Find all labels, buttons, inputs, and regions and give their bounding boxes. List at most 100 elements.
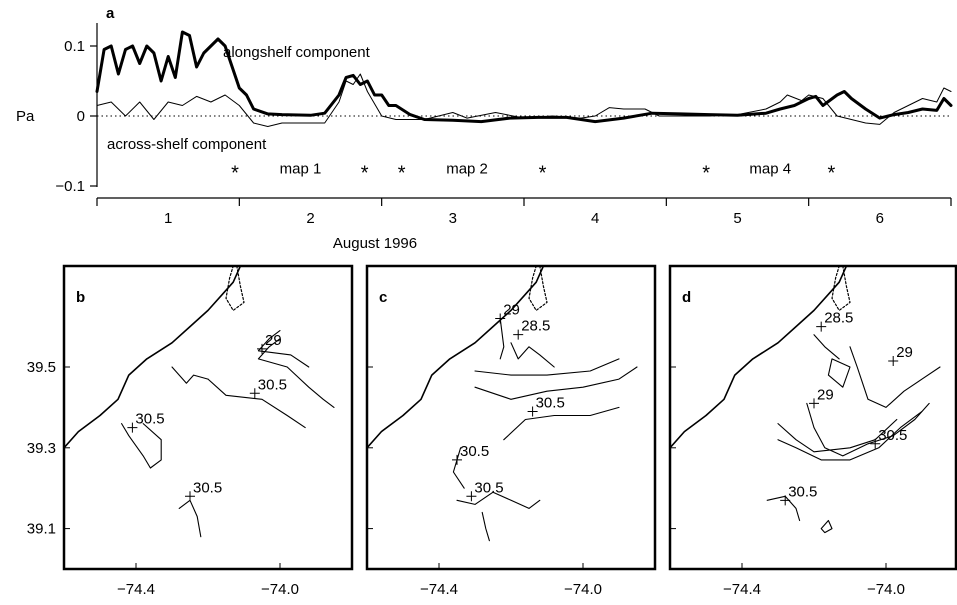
isotherm-contour bbox=[777, 418, 898, 453]
map-y-tick-label: 39.3 bbox=[27, 440, 56, 457]
map-frame bbox=[62, 264, 354, 571]
station-marker bbox=[466, 491, 477, 502]
isotherm-label: 29 bbox=[817, 386, 834, 403]
coastline bbox=[367, 266, 545, 449]
x-tick-label: 3 bbox=[449, 210, 457, 227]
isotherm-label: 29 bbox=[503, 302, 520, 319]
isotherm-label: 30.5 bbox=[258, 376, 287, 393]
y-ticks: 0.1 0 −0.1 bbox=[55, 38, 97, 195]
coastline bbox=[64, 266, 242, 449]
station-marker bbox=[513, 329, 524, 340]
panel-d-label: d bbox=[682, 289, 691, 306]
map-x-tick-label: −74.4 bbox=[117, 581, 155, 598]
isotherm-contour bbox=[849, 346, 941, 408]
y-tick-label: 0 bbox=[77, 108, 85, 125]
isotherm-label: 30.5 bbox=[474, 479, 503, 496]
isotherm-contour bbox=[257, 330, 310, 368]
y-tick-label: −0.1 bbox=[55, 178, 85, 195]
map-x-tick-labels: −74.4 −74.0 −74.4 −74.0 −74.4 −74.0 bbox=[117, 581, 905, 598]
x-axis-label: August 1996 bbox=[333, 235, 417, 252]
panel-b-label: b bbox=[76, 289, 85, 306]
isotherm-contour bbox=[499, 317, 505, 360]
isotherm-label: 30.5 bbox=[878, 427, 907, 444]
isotherm-contour bbox=[121, 423, 162, 469]
map-marker: * bbox=[702, 163, 710, 185]
map-panel-d: d 28.5 29 29 30.5 30.5 bbox=[668, 264, 957, 571]
map-x-tick-label: −74.0 bbox=[867, 581, 905, 598]
map-marker: * bbox=[828, 163, 836, 185]
map-y-tick-label: 39.1 bbox=[27, 521, 56, 538]
isotherm-label: 29 bbox=[896, 344, 913, 361]
map-label: map 1 bbox=[280, 161, 322, 178]
series-label-across-shelf: across-shelf component bbox=[107, 136, 267, 153]
series-group bbox=[95, 30, 953, 127]
map-panel-b: b 29 30.5 30.5 30.5 bbox=[62, 264, 354, 571]
coastline bbox=[670, 266, 848, 449]
barrier-island bbox=[225, 266, 245, 311]
isotherm-contour bbox=[813, 334, 840, 360]
isotherm-label: 28.5 bbox=[521, 318, 550, 335]
isotherm-contour bbox=[178, 499, 202, 538]
map-marker: * bbox=[539, 163, 547, 185]
station-marker bbox=[780, 495, 791, 506]
station-marker bbox=[452, 454, 462, 465]
map-markers: * * * * * * bbox=[231, 163, 835, 185]
map-label: map 4 bbox=[749, 161, 791, 178]
station-marker bbox=[888, 355, 899, 366]
map-frame bbox=[668, 264, 957, 571]
isotherm-contour bbox=[510, 342, 555, 368]
isotherm-contour bbox=[827, 358, 851, 388]
y-axis-label: Pa bbox=[16, 108, 35, 125]
x-tick-label: 5 bbox=[733, 210, 741, 227]
station-marker bbox=[127, 422, 138, 433]
isotherm-contour bbox=[474, 366, 638, 400]
isotherm-contour bbox=[766, 495, 801, 522]
map-content: 29 30.5 30.5 30.5 bbox=[64, 266, 335, 538]
isotherm-label: 30.5 bbox=[788, 483, 817, 500]
station-marker bbox=[249, 388, 260, 399]
map-y-tick-label: 39.5 bbox=[27, 359, 56, 376]
y-tick-label: 0.1 bbox=[64, 38, 85, 55]
map-label: map 2 bbox=[446, 161, 488, 178]
map-frame bbox=[365, 264, 657, 571]
isotherm-contour bbox=[452, 447, 465, 489]
station-marker bbox=[185, 491, 195, 502]
isotherm-contour bbox=[806, 402, 930, 457]
x-tick-label: 1 bbox=[164, 210, 172, 227]
barrier-island bbox=[831, 266, 851, 311]
series-label-alongshelf: alongshelf component bbox=[223, 44, 371, 61]
panel-c-label: c bbox=[379, 289, 387, 306]
isotherm-contour bbox=[481, 511, 490, 542]
station-marker bbox=[257, 343, 267, 354]
across-shelf-series-line bbox=[96, 73, 952, 127]
station-marker bbox=[809, 398, 819, 409]
map-x-tick-label: −74.4 bbox=[723, 581, 761, 598]
isotherm-contour bbox=[474, 358, 620, 376]
isotherm-contour bbox=[456, 491, 541, 509]
station-marker bbox=[870, 438, 881, 449]
isotherm-contour bbox=[777, 410, 923, 461]
timeseries-panel: a Pa August 1996 0.1 0 −0.1 1 2 3 4 5 6 alongsh… bbox=[16, 5, 953, 252]
x-tick-label: 6 bbox=[876, 210, 884, 227]
isotherm-label: 30.5 bbox=[193, 479, 222, 496]
isotherm-contour bbox=[171, 366, 209, 384]
isotherm-label: 30.5 bbox=[536, 394, 565, 411]
map-labels: map 1 map 2 map 4 bbox=[280, 161, 791, 178]
map-y-tick-labels: 39.5 39.3 39.1 bbox=[27, 359, 56, 538]
isotherm-label: 28.5 bbox=[824, 310, 853, 327]
x-tick-label: 4 bbox=[591, 210, 599, 227]
map-x-tick-label: −74.0 bbox=[564, 581, 602, 598]
map-x-tick-label: −74.4 bbox=[420, 581, 458, 598]
map-marker: * bbox=[361, 163, 369, 185]
map-marker: * bbox=[398, 163, 406, 185]
barrier-island bbox=[528, 266, 548, 311]
alongshelf-series-line bbox=[95, 30, 953, 124]
station-marker bbox=[816, 321, 827, 332]
station-marker bbox=[527, 406, 538, 417]
map-x-tick-label: −74.0 bbox=[261, 581, 299, 598]
panel-a-label: a bbox=[106, 5, 115, 22]
